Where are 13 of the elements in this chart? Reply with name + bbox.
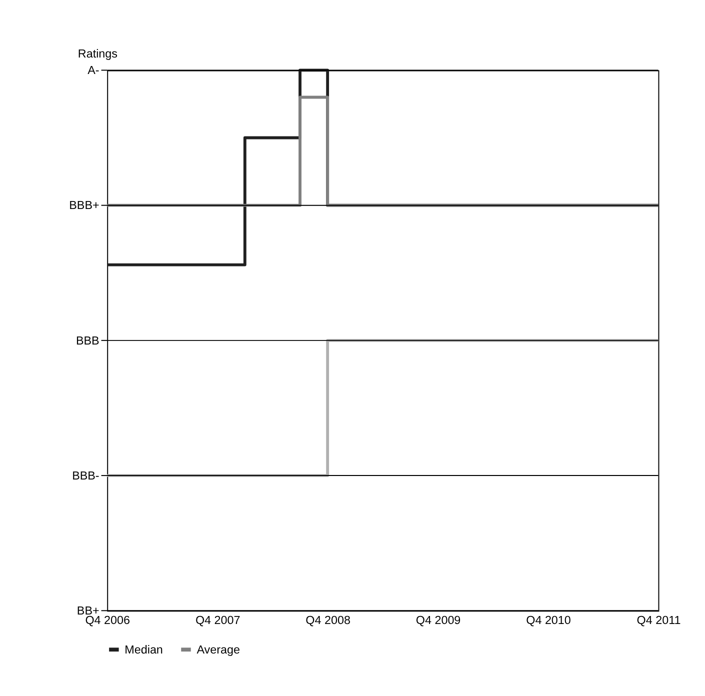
x-tick-label: Q4 2011 [636,614,681,627]
x-tick-label: Q4 2009 [416,614,461,627]
legend-label: Median [124,643,163,656]
x-tick-label: Q4 2010 [526,614,572,627]
x-tick-label: Q4 2007 [195,614,240,627]
text: BBB- [72,469,100,482]
y-axis-title: Ratings [78,48,118,61]
x-tick-label: Q4 2006 [85,614,130,627]
text: BBB+ [69,199,100,212]
x-tick-label: Q4 2008 [306,614,350,627]
text: A- [88,64,100,78]
text: BBB [76,334,100,348]
legend-label: Average [196,643,240,656]
